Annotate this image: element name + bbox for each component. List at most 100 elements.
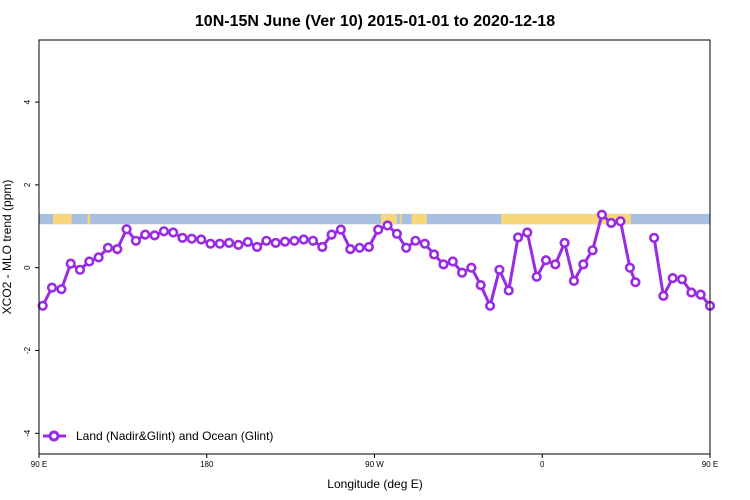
data-point xyxy=(615,216,626,227)
data-point xyxy=(695,289,706,300)
data-point xyxy=(140,229,151,240)
data-point xyxy=(354,242,365,253)
data-point xyxy=(224,237,235,248)
data-point xyxy=(475,280,486,291)
data-point xyxy=(289,235,300,246)
data-point xyxy=(335,224,347,235)
data-point xyxy=(345,244,356,255)
data-point xyxy=(214,238,225,249)
data-point xyxy=(279,236,291,247)
data-point xyxy=(648,232,660,243)
y-axis-label: XCO2 - MLO trend (ppm) xyxy=(0,180,14,315)
data-point xyxy=(37,300,48,311)
data-point xyxy=(205,238,216,249)
data-point xyxy=(233,239,244,250)
data-point xyxy=(410,235,421,246)
land-segment xyxy=(87,213,91,225)
data-point xyxy=(102,242,114,253)
data-point xyxy=(177,232,188,243)
data-point xyxy=(307,235,319,246)
x-tick-label: 90 E xyxy=(702,460,718,469)
data-point xyxy=(130,235,141,246)
data-point xyxy=(112,244,123,255)
data-point xyxy=(466,262,477,273)
series-layer xyxy=(37,209,716,311)
x-tick-label: 90 W xyxy=(365,460,384,469)
data-point xyxy=(46,282,58,293)
data-point xyxy=(667,273,678,284)
data-point xyxy=(317,241,328,253)
data-point xyxy=(149,230,160,241)
land-segment xyxy=(381,213,397,225)
y-tick-label: -2 xyxy=(23,346,32,354)
data-point xyxy=(540,255,552,266)
data-point xyxy=(658,290,669,302)
data-point xyxy=(522,227,533,238)
data-point xyxy=(503,285,514,296)
data-point xyxy=(447,256,458,267)
data-point xyxy=(457,267,468,278)
data-point xyxy=(158,226,169,237)
land-segment xyxy=(411,213,427,225)
legend-marker-swatch xyxy=(48,430,60,442)
data-point xyxy=(84,256,95,267)
ocean-band xyxy=(39,213,710,225)
data-point xyxy=(624,262,636,273)
data-point xyxy=(512,232,524,243)
data-point xyxy=(559,237,570,248)
data-point xyxy=(56,284,67,295)
data-point xyxy=(186,233,197,244)
legend: Land (Nadir&Glint) and Ocean (Glint) xyxy=(43,429,273,443)
data-point xyxy=(401,242,412,253)
data-point xyxy=(298,234,309,245)
y-tick-label: 0 xyxy=(23,265,32,270)
data-point xyxy=(568,275,580,287)
surface-type-band xyxy=(39,213,710,225)
data-point xyxy=(550,259,561,270)
data-point xyxy=(676,274,688,285)
data-point xyxy=(630,277,641,288)
data-point xyxy=(74,264,86,275)
data-point xyxy=(438,259,449,270)
data-point xyxy=(242,236,253,248)
data-point xyxy=(485,300,496,311)
data-point xyxy=(391,228,403,239)
legend-label: Land (Nadir&Glint) and Ocean (Glint) xyxy=(76,429,273,443)
plot-frame xyxy=(38,39,711,455)
land-segment xyxy=(52,213,72,225)
data-point xyxy=(606,217,617,229)
data-point xyxy=(494,264,505,275)
x-axis-label: Longitude (deg E) xyxy=(327,477,422,491)
data-point xyxy=(363,241,375,253)
data-point xyxy=(531,271,542,282)
data-point xyxy=(261,235,272,246)
data-point xyxy=(596,209,608,220)
y-tick-label: 4 xyxy=(23,99,32,104)
chart-title: 10N-15N June (Ver 10) 2015-01-01 to 2020… xyxy=(195,13,555,30)
data-point xyxy=(429,249,440,260)
x-tick-label: 0 xyxy=(540,460,545,469)
x-tick-label: 90 E xyxy=(31,460,47,469)
y-tick-label: 2 xyxy=(23,182,32,187)
x-axis: 90 E 180 90 W 0 90 E xyxy=(31,454,718,469)
data-point xyxy=(373,224,384,235)
data-point xyxy=(65,258,76,269)
land-segment xyxy=(501,213,631,225)
data-point xyxy=(686,287,697,298)
data-point xyxy=(121,224,132,235)
land-segment xyxy=(399,213,402,225)
y-axis: -4 -2 0 2 4 xyxy=(23,99,39,437)
x-tick-label: 180 xyxy=(200,460,214,469)
data-point xyxy=(196,234,207,245)
data-point xyxy=(168,227,179,238)
data-point xyxy=(382,220,393,231)
y-tick-label: -4 xyxy=(23,429,32,437)
data-point xyxy=(578,259,589,270)
data-point xyxy=(587,245,598,256)
data-point xyxy=(252,241,263,253)
data-point xyxy=(93,252,104,263)
data-point xyxy=(419,238,430,249)
data-point xyxy=(270,237,281,248)
data-point xyxy=(326,229,337,240)
